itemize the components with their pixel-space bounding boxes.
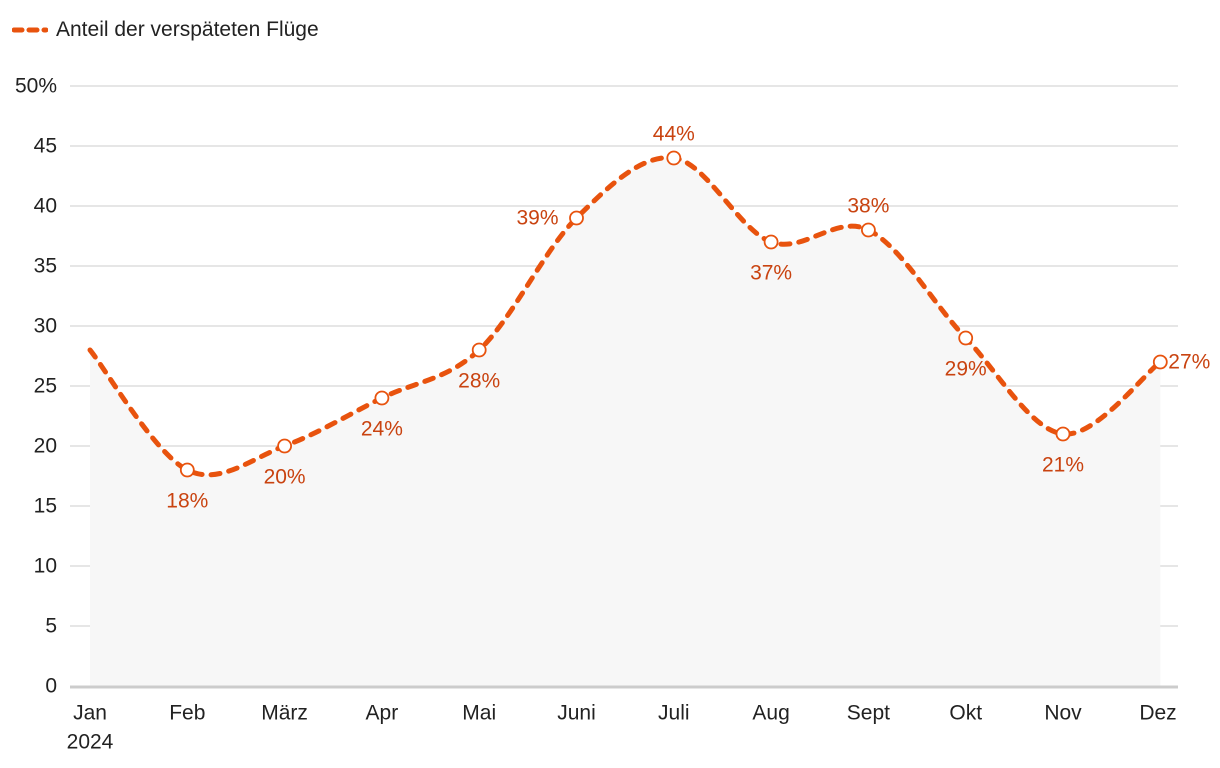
data-point-marker	[179, 462, 195, 478]
data-point-marker	[763, 234, 779, 250]
x-tick-label: Nov	[1044, 702, 1082, 725]
data-label: 37%	[750, 262, 792, 285]
y-tick-label: 40	[34, 195, 57, 218]
y-tick-label: 50%	[15, 75, 57, 98]
x-tick-label: Feb	[169, 702, 205, 725]
x-tick-year-label: 2024	[67, 731, 114, 754]
data-label: 38%	[847, 195, 889, 218]
y-tick-label: 30	[34, 315, 57, 338]
data-label: 24%	[361, 418, 403, 441]
data-point-marker	[666, 150, 682, 166]
y-tick-label: 20	[34, 435, 57, 458]
area-under-line	[90, 157, 1161, 686]
series-line-path	[87, 155, 1163, 478]
y-tick-label: 5	[45, 615, 57, 638]
data-label: 27%	[1168, 351, 1210, 374]
data-points	[179, 150, 1168, 478]
x-tick-label: März	[261, 702, 308, 725]
x-tick-label: Okt	[949, 702, 982, 725]
legend-swatch-dashed-line	[12, 27, 48, 33]
x-tick-label: Apr	[366, 702, 399, 725]
data-point-marker	[958, 330, 974, 346]
y-tick-label: 45	[34, 135, 57, 158]
data-point-marker	[1152, 354, 1168, 370]
data-label: 44%	[653, 123, 695, 146]
area-fill	[90, 157, 1161, 686]
series-line	[87, 155, 1163, 478]
data-point-marker	[277, 438, 293, 454]
data-label: 39%	[516, 207, 558, 230]
data-label: 18%	[166, 490, 208, 513]
data-point-marker	[374, 390, 390, 406]
chart-legend: Anteil der verspäteten Flüge	[12, 14, 319, 46]
data-label: 20%	[264, 466, 306, 489]
data-point-marker	[569, 210, 584, 226]
x-tick-label: Jan	[73, 702, 107, 725]
data-labels: 18% 20% 24% 28% 39% 44% 37% 38% 29% 21% 27%	[166, 123, 1210, 513]
x-tick-label: Juli	[658, 702, 690, 725]
data-point-marker	[471, 342, 487, 358]
legend-label: Anteil der verspäteten Flüge	[56, 18, 319, 41]
y-tick-label: 15	[34, 495, 57, 518]
y-tick-label: 10	[34, 555, 57, 578]
y-tick-label: 0	[45, 675, 57, 698]
y-tick-label: 35	[34, 255, 57, 278]
data-point-marker	[1055, 426, 1071, 442]
y-axis: 0 5 10 15 20 25 30 35 40 45 50%	[15, 75, 57, 698]
x-tick-label: Dez	[1139, 702, 1176, 725]
x-tick-label: Aug	[752, 702, 789, 725]
x-axis: Jan Feb März Apr Mai Juni Juli Aug Sept Okt Nov Dez…	[67, 685, 1178, 754]
y-tick-label: 25	[34, 375, 57, 398]
data-label: 21%	[1042, 454, 1084, 477]
data-point-marker	[861, 222, 876, 238]
data-label: 29%	[945, 358, 987, 381]
x-tick-label: Juni	[557, 702, 596, 725]
data-label: 28%	[458, 370, 500, 393]
x-tick-label: Sept	[847, 702, 890, 725]
x-tick-label: Mai	[462, 702, 496, 725]
